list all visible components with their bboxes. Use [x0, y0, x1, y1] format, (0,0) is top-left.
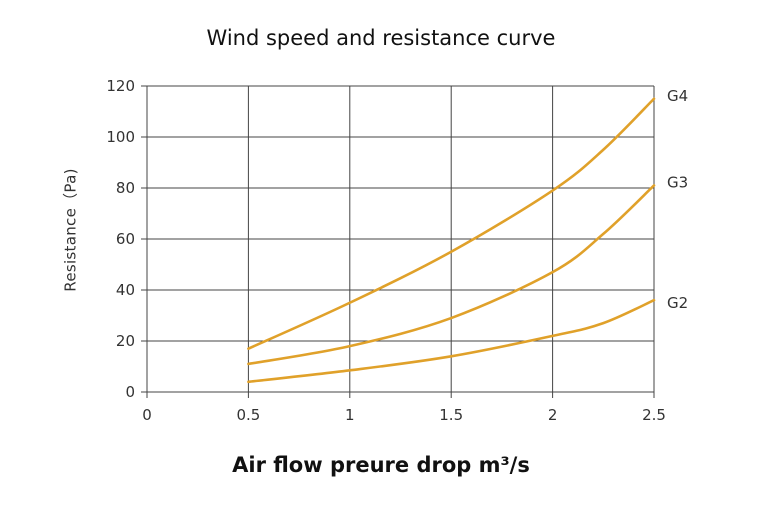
- axes: [141, 85, 655, 398]
- chart-title: Wind speed and resistance curve: [206, 26, 556, 50]
- y-tick-label: 40: [116, 281, 135, 299]
- x-tick-label: 0.5: [236, 406, 260, 424]
- x-tick-label: 1: [345, 406, 355, 424]
- tick-labels: 0 20 40 60 80 100 120 0 0.5 1 1.5 2 2.5: [106, 77, 666, 424]
- y-tick-label: 120: [106, 77, 135, 95]
- series-line-g2: [247, 298, 656, 384]
- y-tick-label: 100: [106, 128, 135, 146]
- x-tick-label: 0: [142, 406, 152, 424]
- series-lines: [247, 97, 656, 384]
- grid-lines: [146, 85, 655, 393]
- y-tick-label: 80: [116, 179, 135, 197]
- series-label-g4: G4: [667, 87, 688, 105]
- x-tick-label: 1.5: [439, 406, 463, 424]
- x-tick-label: 2: [548, 406, 558, 424]
- y-tick-label: 0: [125, 383, 135, 401]
- series-line-g4: [247, 97, 656, 350]
- y-tick-label: 20: [116, 332, 135, 350]
- x-axis-label: Air flow preure drop m³/s: [232, 453, 530, 477]
- x-tick-label: 2.5: [642, 406, 666, 424]
- y-tick-label: 60: [116, 230, 135, 248]
- series-label-g2: G2: [667, 294, 688, 312]
- series-line-g3: [247, 184, 656, 366]
- series-labels: G4 G3 G2: [667, 87, 688, 312]
- series-label-g3: G3: [667, 173, 688, 191]
